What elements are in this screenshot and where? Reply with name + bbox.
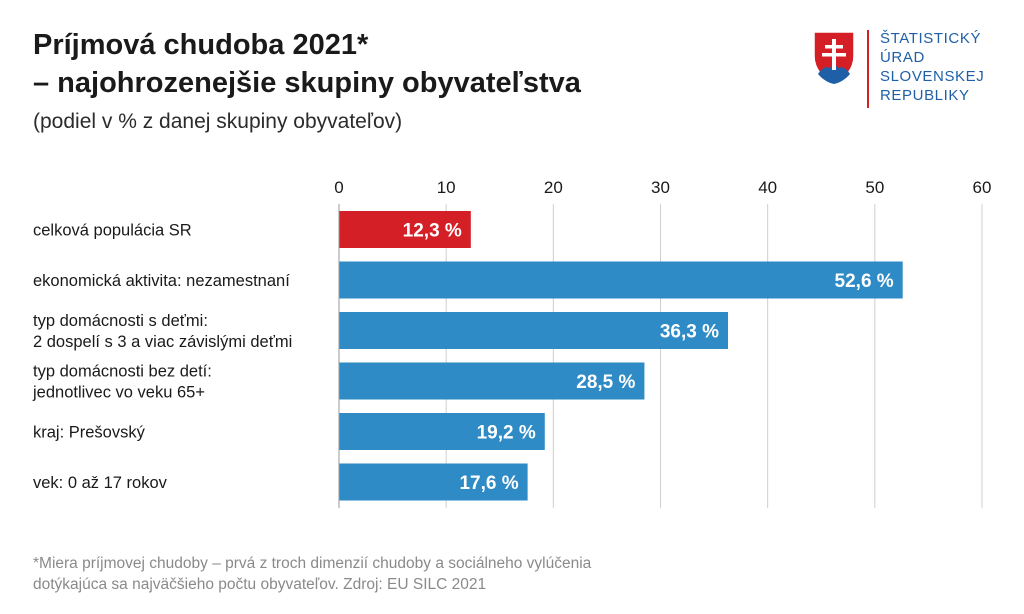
category-label: kraj: Prešovský — [33, 424, 146, 442]
bar-value-label: 17,6 % — [459, 473, 518, 494]
slovak-coat-of-arms-icon — [813, 31, 855, 85]
bar-value-label: 12,3 % — [403, 221, 462, 242]
category-label: jednotlivec vo veku 65+ — [32, 384, 205, 402]
x-tick-label: 0 — [334, 178, 343, 197]
category-label: celková populácia SR — [33, 222, 192, 240]
bar-value-label: 19,2 % — [477, 423, 536, 444]
bar — [339, 312, 729, 349]
title-line-1: Príjmová chudoba 2021* — [33, 29, 369, 61]
x-tick-label: 20 — [544, 178, 563, 197]
title-line-2: – najohrozenejšie skupiny obyvateľstva — [33, 67, 581, 99]
bar — [339, 362, 645, 400]
x-tick-label: 40 — [758, 178, 777, 197]
bar — [339, 261, 903, 299]
bar-chart: 0 10 20 30 40 50 60 12,3 % celková populácia SR 5… — [32, 178, 992, 508]
logo-line-2: ÚRAD — [880, 49, 925, 66]
footnote-line-1: *Miera príjmovej chudoby – prvá z troch … — [33, 555, 592, 572]
x-tick-label: 50 — [865, 178, 884, 197]
logo-line-4: REPUBLIKY — [880, 87, 970, 104]
category-label: vek: 0 až 17 rokov — [33, 474, 168, 492]
footnote: *Miera príjmovej chudoby – prvá z troch … — [33, 553, 733, 595]
bar — [339, 211, 471, 248]
bar-value-label: 28,5 % — [576, 372, 635, 393]
logo-divider — [867, 30, 869, 108]
category-label: typ domácnosti bez detí: — [33, 363, 212, 381]
logo-text: ŠTATISTICKÝ ÚRAD SLOVENSKEJ REPUBLIKY — [880, 29, 984, 105]
x-tick-label: 60 — [973, 178, 992, 197]
category-label: typ domácnosti s deťmi: — [33, 312, 208, 330]
x-tick-label: 10 — [437, 178, 456, 197]
chart-title: Príjmová chudoba 2021* – najohrozenejšie… — [33, 26, 581, 102]
x-tick-label: 30 — [651, 178, 670, 197]
bar-value-label: 36,3 % — [660, 322, 719, 343]
chart-subtitle: (podiel v % z danej skupiny obyvateľov) — [33, 110, 403, 133]
footnote-line-2: dotýkajúca sa najväčšieho počtu obyvateľ… — [33, 576, 487, 593]
statistical-office-logo: ŠTATISTICKÝ ÚRAD SLOVENSKEJ REPUBLIKY — [812, 30, 1012, 110]
logo-line-1: ŠTATISTICKÝ — [880, 30, 982, 47]
bar-value-label: 52,6 % — [835, 271, 894, 292]
category-label: ekonomická aktivita: nezamestnaní — [33, 272, 290, 290]
category-label: 2 dospelí s 3 a viac závislými deťmi — [33, 333, 292, 351]
logo-line-3: SLOVENSKEJ — [880, 68, 985, 85]
bar — [339, 413, 545, 450]
bar — [339, 463, 528, 501]
